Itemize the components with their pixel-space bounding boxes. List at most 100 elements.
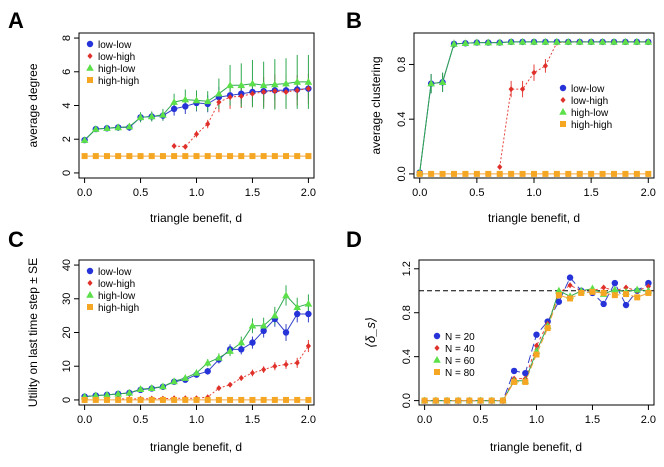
data-point — [576, 170, 583, 177]
data-point — [226, 81, 234, 89]
data-point — [205, 121, 211, 128]
data-point — [555, 286, 563, 294]
data-point — [261, 366, 267, 373]
data-point — [193, 131, 200, 138]
data-point — [443, 397, 450, 404]
x-tick-label: 2.0 — [301, 414, 316, 426]
data-point — [497, 164, 503, 171]
data-point — [125, 388, 134, 396]
data-point — [248, 79, 257, 87]
series-line-1 — [118, 345, 309, 400]
data-point — [507, 37, 515, 45]
data-point — [282, 329, 290, 336]
data-point — [542, 170, 549, 177]
data-point — [508, 170, 515, 177]
data-point — [215, 353, 223, 361]
y-tick-label: 0.4 — [396, 112, 408, 127]
data-point — [115, 396, 122, 403]
legend-label: low-low — [98, 267, 132, 278]
x-tick-label: 1.0 — [189, 414, 204, 426]
data-point — [237, 81, 246, 89]
data-point — [249, 153, 256, 160]
legend-label: high-low — [571, 108, 609, 119]
data-point — [215, 89, 223, 97]
data-point — [226, 347, 234, 354]
data-point — [427, 79, 435, 87]
data-point — [238, 93, 244, 100]
x-tick-label: 0.5 — [133, 187, 148, 199]
data-point — [216, 99, 222, 106]
data-point — [103, 124, 111, 132]
data-point — [461, 39, 470, 47]
y-tick-label: 0.0 — [401, 393, 413, 408]
series-line-2 — [419, 41, 649, 173]
data-point — [147, 112, 156, 120]
data-point — [530, 37, 538, 45]
data-point — [293, 77, 302, 85]
y-tick-label: 0 — [61, 397, 73, 403]
legend-marker — [434, 345, 440, 351]
x-tick-label: 1.5 — [245, 414, 260, 426]
data-point — [171, 153, 178, 160]
y-tick-label: 30 — [61, 293, 73, 305]
data-point — [611, 285, 619, 293]
legend-label: N = 40 — [445, 344, 475, 355]
data-point — [294, 396, 301, 403]
data-point — [601, 284, 607, 291]
data-point — [170, 377, 178, 385]
data-point — [227, 396, 234, 403]
data-point — [304, 299, 313, 307]
data-point — [203, 97, 212, 105]
data-marks-a — [80, 54, 313, 160]
data-marks-b — [415, 37, 653, 177]
data-point — [477, 397, 484, 404]
data-point — [511, 378, 518, 385]
axis-ticks-c: 0.0 0.5 1.0 1.5 2.0 0 10 20 30 40 — [61, 259, 316, 426]
legend-marker — [86, 40, 94, 48]
data-point — [522, 378, 529, 385]
series-line-0 — [419, 41, 649, 173]
x-axis-label-b: triangle benefit, d — [488, 211, 580, 225]
data-point — [519, 170, 526, 177]
data-point — [455, 397, 462, 404]
y-tick-label: 0.8 — [401, 305, 413, 320]
data-point — [462, 170, 469, 177]
data-point — [238, 396, 245, 403]
legend-label: low-high — [98, 52, 135, 63]
data-point — [192, 96, 201, 104]
data-point — [519, 86, 526, 93]
data-point — [271, 396, 278, 403]
data-point — [170, 98, 178, 105]
data-point — [283, 89, 289, 96]
data-point — [227, 381, 233, 388]
y-tick-label: 2 — [61, 136, 73, 142]
data-point — [488, 397, 495, 404]
data-point — [238, 153, 245, 160]
x-tick-label: 0.5 — [473, 414, 488, 426]
data-marks-c — [80, 285, 313, 403]
data-point — [204, 396, 211, 403]
data-point — [237, 338, 246, 346]
data-point — [304, 77, 313, 85]
data-point — [227, 94, 233, 101]
y-axis-label-d: ⟨δ_s⟩ — [363, 317, 378, 348]
data-point — [204, 368, 211, 375]
y-tick-label: 0.8 — [396, 57, 408, 72]
data-point — [260, 153, 267, 160]
data-point — [115, 153, 122, 160]
data-point — [181, 95, 190, 103]
legend-marker — [560, 97, 566, 103]
data-point — [259, 321, 268, 329]
data-point — [421, 397, 428, 404]
data-point — [148, 153, 155, 160]
data-point — [588, 170, 595, 177]
data-point — [261, 89, 267, 96]
data-point — [555, 298, 563, 305]
legend-marker — [87, 280, 93, 286]
x-tick-label: 0.0 — [417, 414, 432, 426]
x-tick-label: 1.0 — [189, 187, 204, 199]
x-tick-label: 2.0 — [641, 414, 656, 426]
data-point — [496, 170, 503, 177]
